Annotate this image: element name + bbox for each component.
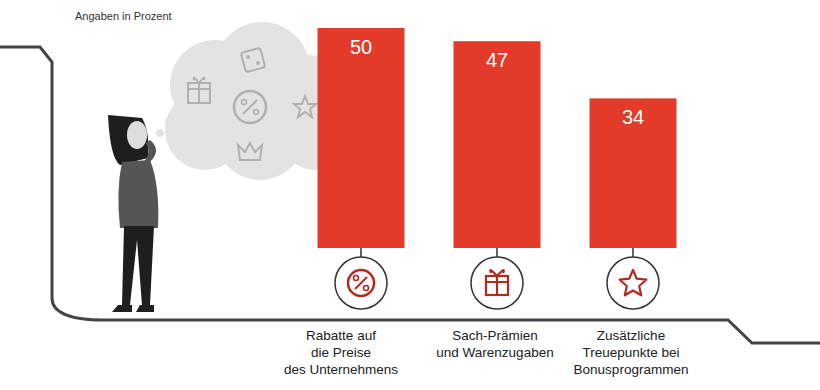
icon-star: [620, 270, 647, 295]
icon-percent: [354, 276, 359, 281]
connector: [632, 248, 634, 257]
icon-percent: [234, 91, 266, 123]
cloud-dot: [165, 115, 179, 129]
category-icon: [607, 248, 659, 309]
person-shoes: [112, 305, 154, 312]
labels: 50 Rabatte auf die Preise des Unternehmens 4…: [284, 36, 688, 377]
bar: [318, 28, 405, 248]
icon-ring: [471, 257, 523, 309]
category-line: des Unternehmens: [284, 362, 398, 377]
icon-percent: [242, 100, 247, 105]
category-line: und Warenzugaben: [436, 345, 553, 360]
person-hair: [108, 115, 148, 165]
decor-line: [0, 47, 820, 343]
icon-dice: [256, 61, 260, 65]
icon-crown: [238, 143, 262, 160]
category-line: Treuepunkte bei: [582, 345, 679, 360]
icon-ring: [335, 257, 387, 309]
bar: [590, 98, 677, 248]
bars: [318, 28, 677, 248]
person-face: [127, 121, 147, 149]
icon-ring: [607, 257, 659, 309]
icon-gift: [486, 270, 508, 295]
chart: Angaben in Prozent 50 Rabatte auf die Preis…: [0, 0, 820, 390]
icon-star: [294, 96, 316, 117]
cloud-dot: [156, 129, 164, 137]
category-line: Rabatte auf: [306, 328, 376, 343]
data-label: 47: [486, 49, 508, 71]
icon-dice: [246, 55, 250, 59]
subtitle: Angaben in Prozent: [75, 10, 172, 22]
icon-percent: [348, 270, 374, 296]
category-icon: [471, 248, 523, 309]
icon-dice: [241, 48, 265, 72]
category-icon: [335, 248, 387, 309]
category-line: Zusätzliche: [597, 328, 665, 343]
connector: [360, 248, 362, 257]
icon-percent: [364, 286, 369, 291]
bar: [454, 41, 541, 248]
category-label: Rabatte auf die Preise des Unternehmens: [284, 328, 398, 377]
icon-percent: [254, 110, 259, 115]
person-arm: [144, 140, 156, 162]
category-line: Bonusprogrammen: [574, 362, 689, 377]
category-line: Sach-Prämien: [452, 328, 538, 343]
connector: [496, 248, 498, 257]
person-coat: [118, 160, 158, 228]
icon-percent: [243, 100, 257, 114]
data-label: 50: [350, 36, 372, 58]
category-label: Zusätzliche Treuepunkte bei Bonusprogramme…: [574, 328, 689, 377]
person: [108, 115, 158, 312]
icon-percent: [355, 277, 367, 289]
data-label: 34: [622, 106, 644, 128]
cloud-blob: [205, 55, 295, 145]
person-legs: [122, 226, 154, 305]
category-label: Sach-Prämien und Warenzugaben: [436, 328, 553, 360]
icon-gift: [188, 78, 210, 103]
category-line: die Preise: [311, 345, 371, 360]
